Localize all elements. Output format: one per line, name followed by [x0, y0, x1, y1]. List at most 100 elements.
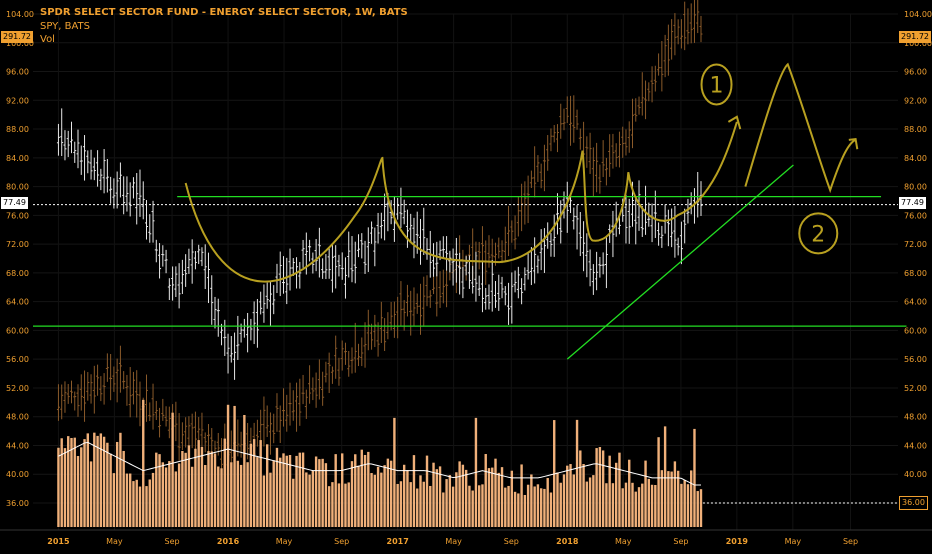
volume-bar	[106, 442, 109, 527]
y-tick-right: 72.00	[904, 240, 927, 249]
volume-series	[57, 399, 703, 527]
y-tick-right: 76.00	[904, 211, 927, 220]
volume-bar	[350, 461, 354, 527]
volume-bar	[331, 482, 334, 527]
volume-bar	[305, 472, 308, 527]
rising-trendline	[566, 164, 794, 360]
volume-bar	[526, 484, 530, 527]
x-tick-label: May	[106, 537, 123, 546]
current-price-tag-left: 77.49	[1, 197, 28, 209]
volume-bar	[487, 468, 491, 527]
volume-bar	[644, 460, 647, 527]
volume-bar	[543, 488, 546, 527]
volume-bar	[269, 472, 272, 527]
volume-bar	[308, 474, 311, 527]
chart-title: SPDR SELECT SECTOR FUND - ENERGY SELECT …	[40, 7, 408, 18]
volume-bar	[256, 457, 259, 527]
volume-bar	[608, 455, 611, 527]
volume-bar	[354, 454, 357, 527]
volume-level-tag: 36.00	[899, 496, 928, 510]
volume-bar	[647, 478, 651, 527]
volume-bar	[223, 438, 226, 527]
volume-bar	[621, 488, 624, 527]
y-tick-left: 40.00	[6, 470, 29, 479]
volume-bar	[148, 479, 151, 527]
volume-bar	[634, 491, 637, 527]
volume-bar	[520, 464, 523, 527]
volume-bar	[628, 459, 631, 527]
volume-bar	[230, 462, 233, 527]
y-tick-right: 52.00	[904, 384, 927, 393]
volume-bar	[670, 471, 673, 527]
volume-bar	[416, 488, 419, 527]
volume-bar	[187, 445, 191, 527]
spy-price-tag-right: 291.72	[899, 31, 931, 43]
volume-bar	[360, 449, 363, 527]
volume-bar	[667, 471, 670, 527]
volume-bar	[363, 454, 367, 527]
y-tick-right: 100.00	[904, 39, 932, 48]
volume-bar	[217, 466, 220, 527]
scenario-2-label: 2	[811, 222, 825, 247]
volume-bar	[696, 491, 699, 527]
scenario-1-label: 1	[710, 73, 724, 98]
volume-bar	[204, 465, 207, 527]
x-tick-label: Sep	[843, 537, 858, 546]
volume-bar	[588, 477, 592, 527]
volume-bar	[318, 459, 321, 527]
volume-bar	[637, 487, 641, 527]
volume-bar	[549, 492, 553, 527]
volume-bar	[575, 419, 579, 527]
volume-bar	[530, 474, 533, 527]
volume-bar	[93, 432, 96, 527]
y-tick-left: 80.00	[6, 183, 29, 192]
volume-bar	[481, 484, 484, 527]
y-tick-right: 60.00	[904, 326, 927, 335]
volume-bar	[399, 481, 403, 527]
y-tick-right: 92.00	[904, 96, 927, 105]
y-tick-left: 60.00	[6, 326, 29, 335]
volume-bar	[57, 447, 60, 527]
volume-bar	[102, 436, 106, 527]
volume-bar	[370, 473, 373, 527]
volume-bar	[699, 489, 703, 527]
volume-bar	[259, 440, 262, 527]
volume-bar	[298, 452, 302, 527]
volume-bar	[236, 460, 240, 527]
volume-bar	[109, 453, 112, 527]
volume-bar	[425, 455, 429, 527]
volume-bar	[393, 417, 396, 527]
volume-bar	[210, 451, 213, 527]
y-tick-left: 92.00	[6, 96, 29, 105]
volume-bar	[174, 471, 178, 527]
volume-bar	[592, 475, 595, 527]
volume-bar	[73, 437, 76, 527]
volume-bar	[693, 428, 696, 527]
volume-bar	[422, 481, 425, 527]
x-tick-label: Sep	[334, 537, 349, 546]
volume-bar	[164, 467, 168, 527]
volume-bar	[389, 460, 393, 527]
volume-bar	[605, 483, 608, 527]
volume-bar	[559, 482, 562, 527]
volume-bar	[233, 405, 236, 527]
y-tick-right: 88.00	[904, 125, 927, 134]
volume-bar	[533, 486, 536, 527]
y-tick-right: 104.00	[904, 10, 932, 19]
volume-bar	[171, 412, 174, 527]
volume-bar	[468, 485, 471, 527]
volume-bar	[383, 465, 386, 527]
scenario-circle-1	[700, 63, 733, 106]
volume-bar	[579, 450, 582, 527]
volume-bar	[556, 472, 559, 527]
volume-bar	[572, 474, 575, 527]
volume-bar	[611, 483, 615, 527]
volume-bar	[301, 452, 305, 527]
x-tick-label: 2015	[47, 537, 70, 546]
right-price-axis: 104.00 100.00 96.00 92.00 88.00 84.00 80.00 76.…	[904, 10, 932, 508]
volume-bar	[239, 464, 243, 527]
volume-bar	[582, 464, 585, 527]
volume-bar	[419, 475, 422, 527]
